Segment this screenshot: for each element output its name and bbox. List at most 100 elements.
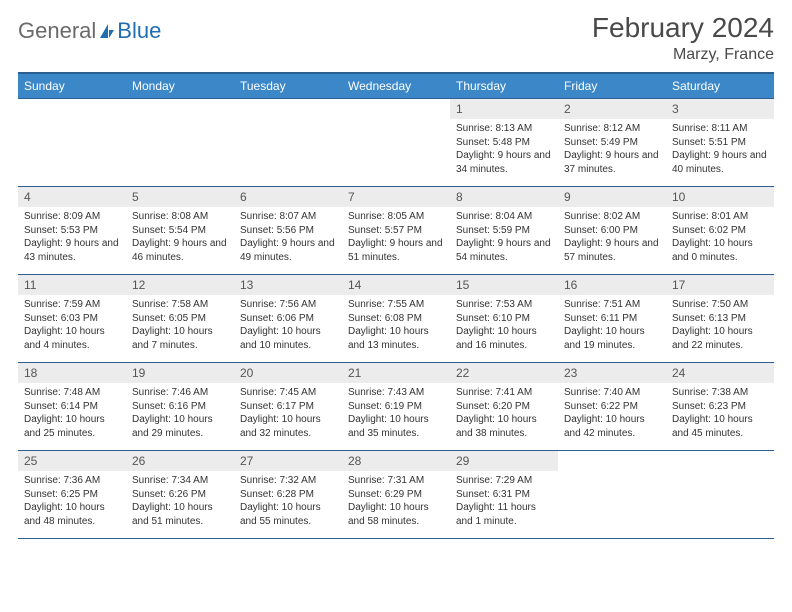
day-number: 29 [450, 451, 558, 471]
sunrise-text: Sunrise: 7:51 AM [564, 298, 660, 312]
day-number: 19 [126, 363, 234, 383]
day-detail [558, 457, 666, 464]
calendar-day-cell: 10Sunrise: 8:01 AMSunset: 6:02 PMDayligh… [666, 187, 774, 275]
day-detail: Sunrise: 7:38 AMSunset: 6:23 PMDaylight:… [666, 383, 774, 444]
day-number: 21 [342, 363, 450, 383]
day-number: 24 [666, 363, 774, 383]
daylight-text: Daylight: 10 hours and 42 minutes. [564, 413, 660, 440]
daylight-text: Daylight: 10 hours and 51 minutes. [132, 501, 228, 528]
daylight-text: Daylight: 9 hours and 49 minutes. [240, 237, 336, 264]
sunset-text: Sunset: 6:19 PM [348, 400, 444, 414]
sunrise-text: Sunrise: 8:13 AM [456, 122, 552, 136]
sunrise-text: Sunrise: 7:48 AM [24, 386, 120, 400]
sail-icon [98, 22, 116, 40]
day-detail: Sunrise: 7:48 AMSunset: 6:14 PMDaylight:… [18, 383, 126, 444]
calendar-week-row: 1Sunrise: 8:13 AMSunset: 5:48 PMDaylight… [18, 99, 774, 187]
daylight-text: Daylight: 10 hours and 38 minutes. [456, 413, 552, 440]
sunset-text: Sunset: 5:54 PM [132, 224, 228, 238]
sunset-text: Sunset: 6:08 PM [348, 312, 444, 326]
day-detail: Sunrise: 7:50 AMSunset: 6:13 PMDaylight:… [666, 295, 774, 356]
day-number: 25 [18, 451, 126, 471]
day-detail: Sunrise: 7:41 AMSunset: 6:20 PMDaylight:… [450, 383, 558, 444]
weekday-header: Monday [126, 73, 234, 99]
sunset-text: Sunset: 6:14 PM [24, 400, 120, 414]
day-number: 12 [126, 275, 234, 295]
calendar-day-cell: 22Sunrise: 7:41 AMSunset: 6:20 PMDayligh… [450, 363, 558, 451]
day-detail: Sunrise: 8:12 AMSunset: 5:49 PMDaylight:… [558, 119, 666, 180]
calendar-day-cell: 28Sunrise: 7:31 AMSunset: 6:29 PMDayligh… [342, 451, 450, 539]
sunset-text: Sunset: 6:20 PM [456, 400, 552, 414]
day-number: 15 [450, 275, 558, 295]
daylight-text: Daylight: 10 hours and 10 minutes. [240, 325, 336, 352]
daylight-text: Daylight: 10 hours and 55 minutes. [240, 501, 336, 528]
sunset-text: Sunset: 6:13 PM [672, 312, 768, 326]
calendar-day-cell: 21Sunrise: 7:43 AMSunset: 6:19 PMDayligh… [342, 363, 450, 451]
day-detail: Sunrise: 8:05 AMSunset: 5:57 PMDaylight:… [342, 207, 450, 268]
calendar-day-cell: 7Sunrise: 8:05 AMSunset: 5:57 PMDaylight… [342, 187, 450, 275]
calendar-day-cell: 23Sunrise: 7:40 AMSunset: 6:22 PMDayligh… [558, 363, 666, 451]
day-detail: Sunrise: 7:45 AMSunset: 6:17 PMDaylight:… [234, 383, 342, 444]
sunrise-text: Sunrise: 7:46 AM [132, 386, 228, 400]
day-detail: Sunrise: 7:51 AMSunset: 6:11 PMDaylight:… [558, 295, 666, 356]
day-number: 27 [234, 451, 342, 471]
calendar-day-cell: 17Sunrise: 7:50 AMSunset: 6:13 PMDayligh… [666, 275, 774, 363]
day-detail: Sunrise: 8:08 AMSunset: 5:54 PMDaylight:… [126, 207, 234, 268]
day-detail: Sunrise: 7:36 AMSunset: 6:25 PMDaylight:… [18, 471, 126, 532]
calendar-week-row: 4Sunrise: 8:09 AMSunset: 5:53 PMDaylight… [18, 187, 774, 275]
sunrise-text: Sunrise: 7:38 AM [672, 386, 768, 400]
sunset-text: Sunset: 6:06 PM [240, 312, 336, 326]
day-number: 3 [666, 99, 774, 119]
sunset-text: Sunset: 6:11 PM [564, 312, 660, 326]
weekday-header: Saturday [666, 73, 774, 99]
daylight-text: Daylight: 10 hours and 22 minutes. [672, 325, 768, 352]
day-detail: Sunrise: 7:43 AMSunset: 6:19 PMDaylight:… [342, 383, 450, 444]
day-detail: Sunrise: 7:46 AMSunset: 6:16 PMDaylight:… [126, 383, 234, 444]
brand-word-2: Blue [117, 18, 161, 44]
daylight-text: Daylight: 10 hours and 7 minutes. [132, 325, 228, 352]
daylight-text: Daylight: 10 hours and 16 minutes. [456, 325, 552, 352]
calendar-day-cell: 29Sunrise: 7:29 AMSunset: 6:31 PMDayligh… [450, 451, 558, 539]
sunrise-text: Sunrise: 7:43 AM [348, 386, 444, 400]
calendar-table: Sunday Monday Tuesday Wednesday Thursday… [18, 72, 774, 539]
day-number: 17 [666, 275, 774, 295]
sunset-text: Sunset: 5:57 PM [348, 224, 444, 238]
day-detail [342, 105, 450, 112]
calendar-day-cell [342, 99, 450, 187]
sunrise-text: Sunrise: 7:58 AM [132, 298, 228, 312]
calendar-day-cell: 2Sunrise: 8:12 AMSunset: 5:49 PMDaylight… [558, 99, 666, 187]
day-number: 10 [666, 187, 774, 207]
day-number: 7 [342, 187, 450, 207]
sunset-text: Sunset: 5:59 PM [456, 224, 552, 238]
calendar-week-row: 11Sunrise: 7:59 AMSunset: 6:03 PMDayligh… [18, 275, 774, 363]
day-detail: Sunrise: 7:55 AMSunset: 6:08 PMDaylight:… [342, 295, 450, 356]
day-number: 9 [558, 187, 666, 207]
daylight-text: Daylight: 9 hours and 40 minutes. [672, 149, 768, 176]
daylight-text: Daylight: 10 hours and 32 minutes. [240, 413, 336, 440]
sunrise-text: Sunrise: 8:05 AM [348, 210, 444, 224]
sunset-text: Sunset: 5:53 PM [24, 224, 120, 238]
sunrise-text: Sunrise: 7:59 AM [24, 298, 120, 312]
day-detail: Sunrise: 7:59 AMSunset: 6:03 PMDaylight:… [18, 295, 126, 356]
brand-word-1: General [18, 18, 96, 44]
sunset-text: Sunset: 6:02 PM [672, 224, 768, 238]
day-number: 8 [450, 187, 558, 207]
weekday-header-row: Sunday Monday Tuesday Wednesday Thursday… [18, 73, 774, 99]
sunrise-text: Sunrise: 7:36 AM [24, 474, 120, 488]
sunset-text: Sunset: 6:00 PM [564, 224, 660, 238]
sunrise-text: Sunrise: 8:01 AM [672, 210, 768, 224]
day-detail: Sunrise: 8:01 AMSunset: 6:02 PMDaylight:… [666, 207, 774, 268]
day-detail: Sunrise: 7:29 AMSunset: 6:31 PMDaylight:… [450, 471, 558, 532]
calendar-day-cell: 6Sunrise: 8:07 AMSunset: 5:56 PMDaylight… [234, 187, 342, 275]
day-detail: Sunrise: 8:07 AMSunset: 5:56 PMDaylight:… [234, 207, 342, 268]
sunrise-text: Sunrise: 7:31 AM [348, 474, 444, 488]
daylight-text: Daylight: 9 hours and 51 minutes. [348, 237, 444, 264]
calendar-day-cell: 13Sunrise: 7:56 AMSunset: 6:06 PMDayligh… [234, 275, 342, 363]
sunrise-text: Sunrise: 7:56 AM [240, 298, 336, 312]
daylight-text: Daylight: 10 hours and 29 minutes. [132, 413, 228, 440]
day-number: 22 [450, 363, 558, 383]
weekday-header: Thursday [450, 73, 558, 99]
sunset-text: Sunset: 5:48 PM [456, 136, 552, 150]
calendar-day-cell [558, 451, 666, 539]
sunrise-text: Sunrise: 7:53 AM [456, 298, 552, 312]
day-number: 14 [342, 275, 450, 295]
